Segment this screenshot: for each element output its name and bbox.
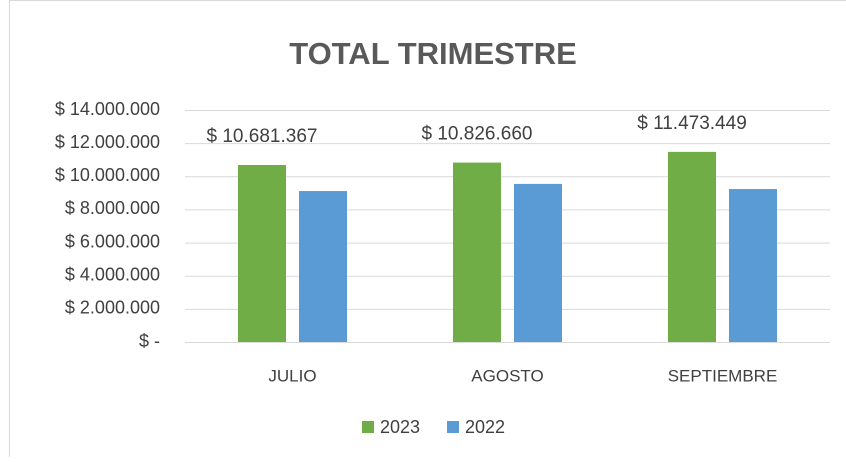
y-tick-label: $ - <box>139 331 160 351</box>
y-tick-label: $ 12.000.000 <box>55 132 160 152</box>
legend-label: 2022 <box>465 417 505 437</box>
chart-title: TOTAL TRIMESTRE <box>289 36 577 71</box>
bar <box>238 165 286 342</box>
y-tick-label: $ 4.000.000 <box>65 264 160 284</box>
x-tick-label: AGOSTO <box>471 366 543 385</box>
bar <box>514 184 562 342</box>
value-label: $ 10.681.367 <box>207 126 318 147</box>
y-tick-label: $ 2.000.000 <box>65 298 160 318</box>
value-label: $ 10.826.660 <box>422 124 533 145</box>
value-label: $ 11.473.449 <box>637 113 747 134</box>
legend-swatch <box>447 421 459 433</box>
y-tick-label: $ 8.000.000 <box>65 198 160 218</box>
legend-swatch <box>362 421 374 433</box>
bar <box>668 152 716 342</box>
x-tick-label: SEPTIEMBRE <box>668 366 778 385</box>
y-tick-label: $ 6.000.000 <box>65 231 160 251</box>
bar <box>453 163 501 342</box>
bar <box>299 191 347 342</box>
y-tick-label: $ 14.000.000 <box>55 99 160 119</box>
y-tick-label: $ 10.000.000 <box>55 165 160 185</box>
x-tick-label: JULIO <box>268 366 316 385</box>
legend-label: 2023 <box>380 417 420 437</box>
bar <box>729 189 777 342</box>
